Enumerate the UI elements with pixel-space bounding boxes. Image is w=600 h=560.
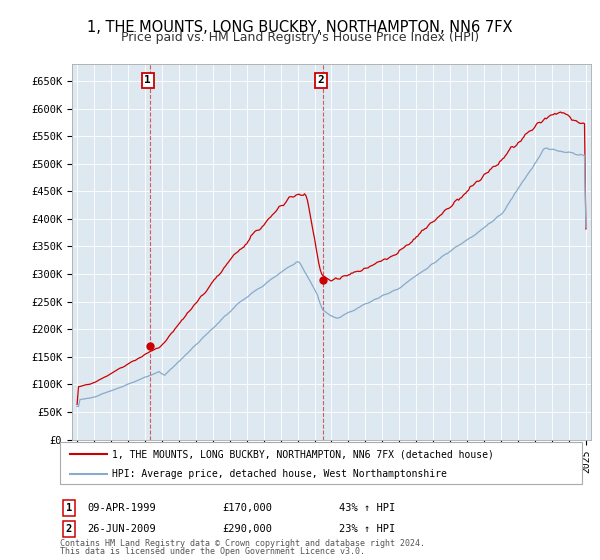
Text: 43% ↑ HPI: 43% ↑ HPI (339, 503, 395, 513)
Text: 1: 1 (66, 503, 72, 513)
Text: This data is licensed under the Open Government Licence v3.0.: This data is licensed under the Open Gov… (60, 547, 365, 556)
Text: £290,000: £290,000 (222, 524, 272, 534)
Text: 23% ↑ HPI: 23% ↑ HPI (339, 524, 395, 534)
Text: 26-JUN-2009: 26-JUN-2009 (87, 524, 156, 534)
Text: Price paid vs. HM Land Registry's House Price Index (HPI): Price paid vs. HM Land Registry's House … (121, 31, 479, 44)
Text: 2: 2 (66, 524, 72, 534)
Text: Contains HM Land Registry data © Crown copyright and database right 2024.: Contains HM Land Registry data © Crown c… (60, 539, 425, 548)
FancyBboxPatch shape (60, 442, 582, 484)
Text: 1: 1 (145, 76, 151, 86)
Text: 2: 2 (317, 76, 325, 86)
Text: 1, THE MOUNTS, LONG BUCKBY, NORTHAMPTON, NN6 7FX: 1, THE MOUNTS, LONG BUCKBY, NORTHAMPTON,… (87, 20, 513, 35)
Text: 09-APR-1999: 09-APR-1999 (87, 503, 156, 513)
Text: £170,000: £170,000 (222, 503, 272, 513)
Text: 1, THE MOUNTS, LONG BUCKBY, NORTHAMPTON, NN6 7FX (detached house): 1, THE MOUNTS, LONG BUCKBY, NORTHAMPTON,… (112, 449, 494, 459)
Text: HPI: Average price, detached house, West Northamptonshire: HPI: Average price, detached house, West… (112, 469, 447, 479)
